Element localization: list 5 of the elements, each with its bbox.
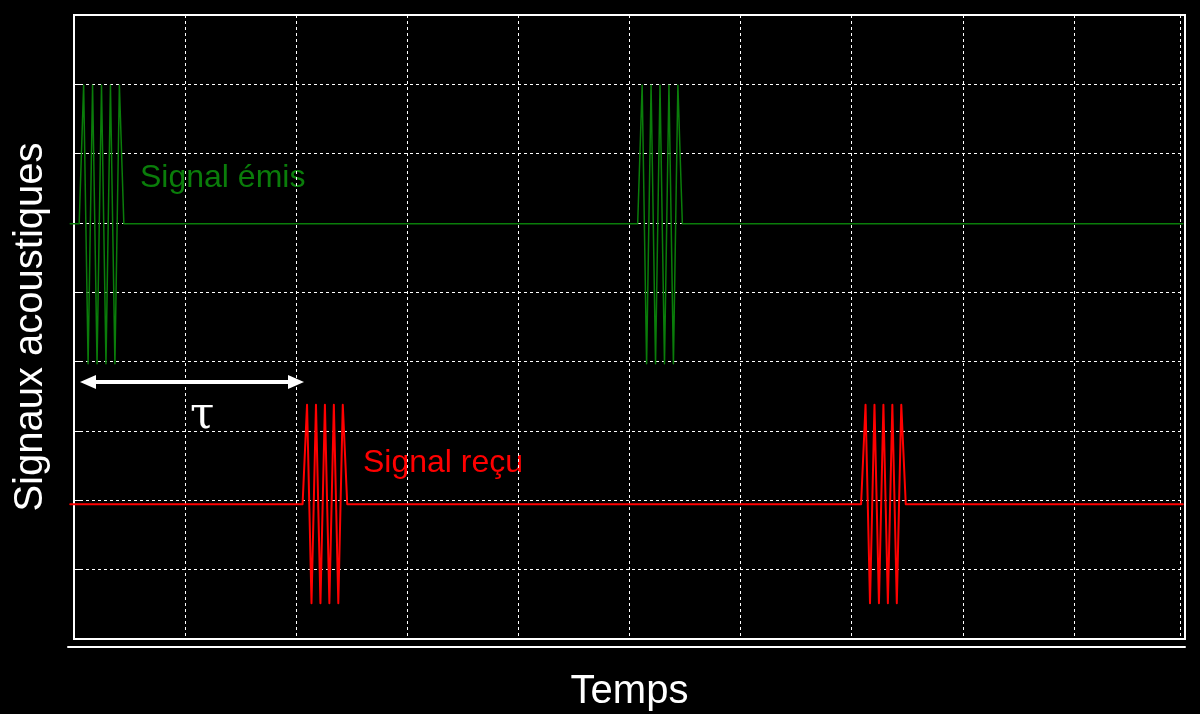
series-label: Signal émis: [140, 158, 306, 194]
y-axis-title: Signaux acoustiques: [6, 142, 50, 512]
annotation: τ: [190, 386, 215, 438]
x-axis-title: Temps: [570, 667, 689, 711]
series-label: Signal reçu: [363, 443, 524, 479]
